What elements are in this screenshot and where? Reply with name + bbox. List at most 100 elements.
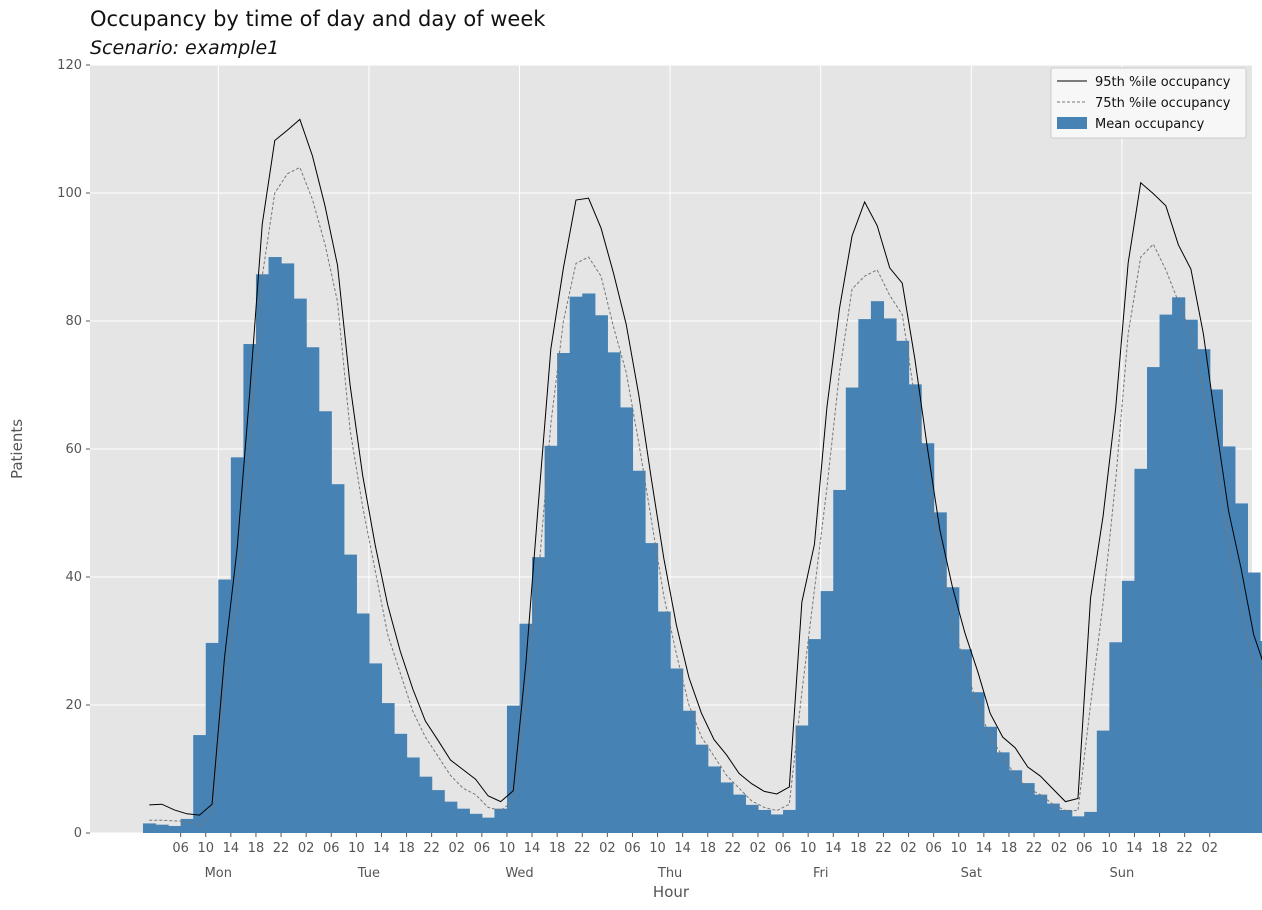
x-tick-label: 14	[223, 841, 240, 856]
x-tick-label: 18	[699, 841, 716, 856]
mean-occupancy-bar	[293, 298, 307, 834]
mean-occupancy-bar	[143, 823, 157, 833]
x-tick-label: 10	[348, 841, 365, 856]
x-tick-label: 02	[1201, 841, 1218, 856]
mean-occupancy-bar	[532, 557, 546, 833]
mean-occupancy-bar	[833, 489, 847, 833]
mean-occupancy-bar	[1121, 580, 1136, 833]
mean-occupancy-bar	[506, 705, 521, 833]
chart-subtitle: Scenario: example1	[90, 37, 280, 59]
mean-occupancy-bar	[1259, 641, 1262, 833]
day-label: Wed	[505, 866, 533, 881]
mean-occupancy-bar	[268, 257, 282, 833]
mean-occupancy-bar	[808, 639, 822, 833]
y-axis-label: Patients	[8, 419, 26, 479]
mean-occupancy-bar	[1197, 349, 1211, 833]
x-tick-label: 10	[950, 841, 967, 856]
mean-occupancy-bar	[1184, 319, 1198, 834]
x-tick-label: 06	[323, 841, 340, 856]
mean-occupancy-bar	[155, 824, 169, 833]
mean-occupancy-bar	[933, 512, 947, 833]
x-tick-label: 02	[1051, 841, 1068, 856]
x-tick-label: 18	[1001, 841, 1018, 856]
mean-occupancy-bar	[670, 668, 684, 833]
day-label: Tue	[357, 866, 380, 881]
mean-occupancy-bar	[318, 411, 332, 833]
mean-occupancy-bar	[896, 340, 910, 833]
y-tick-label: 20	[65, 698, 82, 713]
mean-occupancy-bar	[607, 352, 621, 833]
mean-occupancy-bar	[419, 776, 433, 833]
mean-occupancy-bar	[1059, 809, 1073, 833]
x-tick-label: 14	[674, 841, 691, 856]
mean-occupancy-bar	[870, 301, 885, 833]
day-label: Mon	[205, 866, 232, 881]
mean-occupancy-bar	[1071, 816, 1085, 833]
mean-occupancy-bar	[783, 809, 797, 833]
mean-occupancy-bar	[1134, 468, 1148, 833]
mean-occupancy-bar	[983, 726, 997, 833]
mean-occupancy-bar	[883, 318, 897, 833]
mean-occupancy-bar	[757, 809, 772, 833]
x-tick-label: 06	[1076, 841, 1093, 856]
mean-occupancy-bar	[820, 591, 834, 833]
x-tick-label: 10	[649, 841, 666, 856]
x-tick-label: 06	[172, 841, 189, 856]
y-tick-label: 100	[57, 186, 82, 201]
legend-box	[1050, 67, 1247, 139]
y-tick-label: 40	[65, 570, 82, 585]
x-tick-label: 14	[373, 841, 390, 856]
mean-occupancy-bar	[168, 825, 182, 833]
legend-p95-label: 95th %ile occupancy	[1095, 75, 1231, 90]
x-tick-label: 22	[875, 841, 892, 856]
x-tick-label: 22	[273, 841, 290, 856]
mean-occupancy-bar	[971, 692, 985, 833]
x-tick-label: 10	[197, 841, 214, 856]
mean-occupancy-bar	[720, 782, 734, 833]
mean-occupancy-bar	[306, 347, 320, 833]
mean-occupancy-bar	[281, 263, 295, 833]
x-tick-label: 22	[725, 841, 742, 856]
mean-occupancy-bar	[193, 735, 207, 833]
x-tick-label: 14	[976, 841, 993, 856]
x-tick-label: 22	[574, 841, 591, 856]
mean-occupancy-bar	[1209, 389, 1223, 833]
x-tick-label: 06	[925, 841, 942, 856]
percentile-lines	[149, 118, 1262, 826]
mean-bars	[143, 257, 1262, 834]
x-tick-label: 18	[850, 841, 867, 856]
mean-occupancy-bar	[394, 733, 408, 833]
legend-p75-label: 75th %ile occupancy	[1095, 96, 1231, 111]
x-tick-label: 10	[499, 841, 516, 856]
mean-occupancy-bar	[230, 457, 244, 833]
day-label: Sun	[1110, 866, 1135, 881]
mean-occupancy-bar	[858, 319, 872, 834]
mean-occupancy-bar	[946, 587, 960, 833]
x-tick-label: 02	[900, 841, 917, 856]
x-tick-label: 10	[1101, 841, 1118, 856]
x-tick-label: 14	[524, 841, 541, 856]
mean-occupancy-bar	[770, 814, 784, 833]
legend-mean-label: Mean occupancy	[1095, 117, 1205, 132]
x-tick-label: 02	[750, 841, 767, 856]
legend: 95th %ile occupancy 75th %ile occupancy …	[1050, 67, 1247, 139]
mean-occupancy-bar	[406, 757, 420, 833]
mean-occupancy-bar	[1247, 572, 1261, 833]
mean-occupancy-bar	[218, 579, 232, 833]
mean-occupancy-bar	[1046, 803, 1060, 833]
x-tick-label: 18	[248, 841, 265, 856]
mean-occupancy-bar	[707, 766, 721, 833]
y-tick-label: 120	[57, 58, 82, 73]
p75-occupancy-line	[149, 166, 1262, 826]
mean-occupancy-bar	[469, 813, 483, 833]
x-tick-label: 22	[423, 841, 440, 856]
day-label: Thu	[657, 866, 682, 881]
x-tick-label: 22	[1176, 841, 1193, 856]
x-tick-label: 02	[448, 841, 465, 856]
mean-occupancy-bar	[619, 407, 634, 833]
mean-occupancy-bar	[343, 554, 357, 833]
mean-occupancy-bar	[632, 470, 646, 833]
mean-occupancy-bar	[908, 384, 922, 833]
mean-occupancy-bar	[682, 710, 696, 833]
